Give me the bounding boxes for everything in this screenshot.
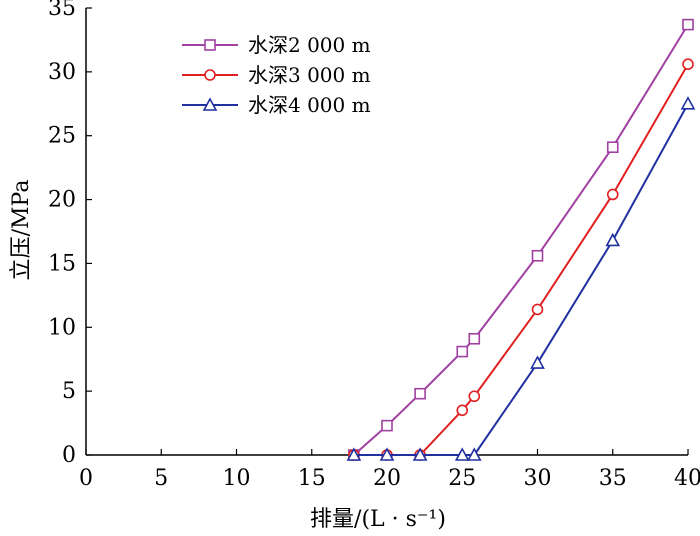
y-tick-label: 10 [48,315,76,340]
y-tick-label: 15 [48,251,76,276]
axes: 0 5 10 15 20 25 30 35 40 0 5 10 15 20 25 30 35 [48,0,700,491]
y-tick-label: 0 [62,443,76,468]
data-point [606,141,619,154]
series-2 [348,58,694,461]
y-axis-label: 立压/MPa [9,180,34,281]
x-tick-label: 15 [298,466,326,491]
x-tick-label: 5 [154,466,168,491]
legend-label: 水深2 000 m [248,33,371,57]
x-tick-label: 10 [223,466,251,491]
data-point [456,404,469,417]
data-point [682,18,694,31]
data-point [346,447,362,461]
data-point [530,355,545,369]
x-tick-label: 0 [79,466,93,491]
y-tick-label: 35 [48,0,76,21]
series-line [353,63,689,456]
data-point [414,387,426,400]
data-point [379,447,395,461]
x-tick-label: 20 [373,466,401,491]
legend-label: 水深3 000 m [248,63,371,87]
legend-marker [204,39,216,51]
data-point [680,96,696,110]
data-point [682,58,694,70]
data-point [454,447,470,461]
legend-item: 水深2 000 m [182,33,371,57]
data-point [605,232,621,247]
data-point [412,447,428,461]
legend-label: 水深4 000 m [248,93,371,117]
data-point [381,419,393,432]
data-point [456,345,469,358]
series-3 [346,96,696,461]
x-tick-label: 25 [448,466,476,491]
legend-marker [204,69,216,81]
legend-marker [202,97,218,111]
series-line [353,24,689,456]
legend-item: 水深4 000 m [182,93,371,117]
x-tick-label: 40 [674,466,700,491]
x-tick-label: 35 [599,466,627,491]
y-tick-label: 25 [48,124,76,149]
x-axis-label: 排量/(L · s⁻¹) [310,507,446,532]
data-point [606,188,619,201]
y-tick-label: 5 [62,379,76,404]
data-point [466,447,482,461]
data-point [531,303,544,316]
x-tick-label: 30 [524,466,552,491]
data-point [468,332,481,345]
y-tick-label: 30 [48,60,76,85]
y-tick-label: 20 [48,188,76,213]
series-1 [348,18,694,461]
data-point [531,249,544,262]
series-line [353,103,689,456]
data-point [468,390,481,403]
series-layer [346,18,696,461]
legend-item: 水深3 000 m [182,63,371,87]
legend: 水深2 000 m 水深3 000 m 水深4 000 m [182,33,371,117]
